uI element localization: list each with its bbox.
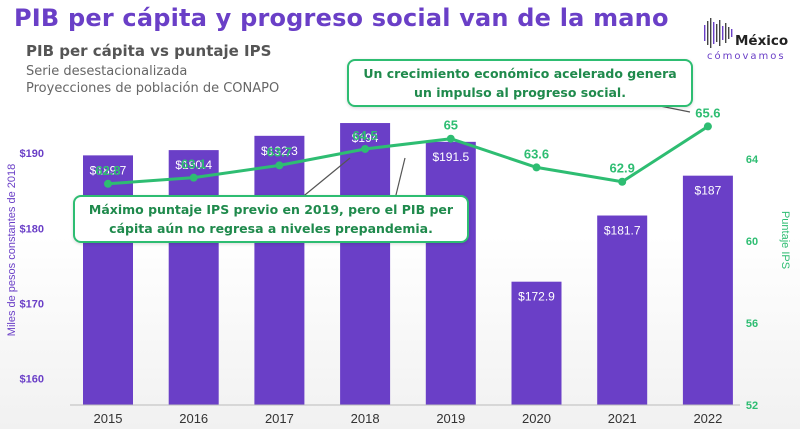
bar-label-2016: $190.4 — [175, 158, 212, 172]
x-tick-2019: 2019 — [436, 411, 465, 426]
bar-2020 — [511, 281, 562, 405]
ips-label-2022: 65.6 — [695, 105, 720, 120]
logo-stripe — [713, 22, 715, 44]
ips-point-2018 — [361, 144, 370, 153]
logo-stripe — [725, 23, 727, 43]
note-population: Proyecciones de población de CONAPO — [26, 81, 280, 96]
x-tick-2022: 2022 — [693, 411, 722, 426]
ips-point-2019 — [446, 134, 455, 143]
ips-point-2022 — [703, 122, 712, 131]
mexico-como-vamos-logo — [704, 18, 733, 48]
ips-label-2019: 65 — [444, 118, 458, 133]
bar-label-2017: $192.3 — [261, 144, 298, 158]
bar-2022 — [682, 175, 733, 405]
y-tick-170: $170 — [20, 298, 44, 310]
y-tick-180: $180 — [20, 223, 44, 235]
logo-stripe — [710, 18, 712, 48]
ips-point-2015 — [104, 179, 112, 188]
ips-label-2020: 63.6 — [524, 146, 549, 161]
ips-point-2016 — [189, 173, 198, 182]
y2-axis-label: Puntaje IPS — [779, 211, 791, 269]
logo-stripe — [707, 21, 709, 45]
chart-subtitle: PIB per cápita vs puntaje IPS — [26, 42, 272, 60]
bar-label-2019: $191.5 — [432, 150, 469, 164]
bar-2019 — [425, 141, 476, 405]
ips-label-2015: 62.8 — [95, 163, 120, 178]
annotation-max-ips: Máximo puntaje IPS previo en 2019, pero … — [73, 195, 469, 243]
x-tick-2020: 2020 — [522, 411, 551, 426]
page-title: PIB per cápita y progreso social van de … — [14, 4, 669, 32]
x-tick-2016: 2016 — [179, 411, 208, 426]
annotation-max-pointer-2 — [394, 157, 406, 200]
ips-label-2016: 63.1 — [181, 157, 206, 172]
bar-2015 — [83, 155, 133, 405]
ips-point-2017 — [275, 161, 284, 170]
bar-label-2022: $187 — [695, 184, 722, 198]
bar-2017 — [254, 135, 305, 405]
logo-word: México — [735, 33, 789, 49]
annotation-max-pointer-1 — [299, 157, 351, 200]
y2-tick-60: 60 — [746, 236, 758, 248]
y-tick-160: $160 — [20, 374, 44, 386]
logo-stripe — [728, 27, 730, 39]
bar-2021 — [597, 215, 648, 405]
y2-tick-56: 56 — [746, 318, 758, 330]
bar-2016 — [168, 150, 219, 405]
y2-tick-64: 64 — [746, 154, 759, 166]
y-axis-label: Miles de pesos constantes de 2018 — [6, 164, 18, 336]
ips-label-2017: 63.7 — [267, 144, 292, 159]
x-tick-2015: 2015 — [94, 411, 123, 426]
x-tick-2018: 2018 — [351, 411, 380, 426]
logo-stripe — [731, 29, 733, 37]
bar-label-2021: $181.7 — [604, 224, 641, 238]
x-tick-2017: 2017 — [265, 411, 294, 426]
note-seasonal: Serie desestacionalizada — [26, 64, 188, 79]
bar-label-2015: $189.7 — [90, 163, 127, 177]
x-tick-2021: 2021 — [608, 411, 637, 426]
bar-label-2020: $172.9 — [518, 290, 555, 304]
logo-subtitle: cómovamos — [707, 51, 786, 62]
ips-point-2021 — [618, 177, 627, 186]
bar-label-2018: $194 — [352, 131, 379, 145]
annotation-growth: Un crecimiento económico acelerado gener… — [347, 59, 693, 107]
ips-label-2018: 64.5 — [352, 128, 377, 143]
y-tick-190: $190 — [20, 148, 44, 160]
logo-stripe — [722, 26, 724, 40]
ips-line — [107, 125, 709, 186]
y2-tick-52: 52 — [746, 400, 758, 412]
ips-label-2021: 62.9 — [610, 161, 635, 176]
bar-2018 — [340, 123, 391, 406]
logo-stripe — [719, 20, 721, 46]
logo-stripe — [704, 25, 706, 41]
ips-point-2020 — [532, 163, 541, 172]
logo-stripe — [716, 24, 718, 42]
